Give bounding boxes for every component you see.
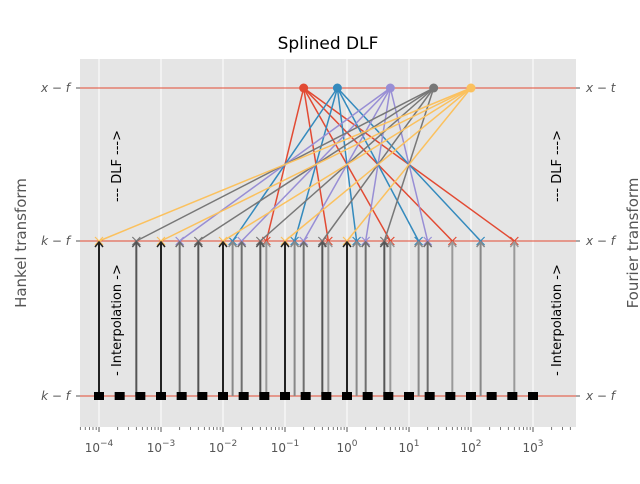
spline-point-marker: [466, 392, 476, 400]
arrow-head: [509, 240, 519, 248]
top-point: [466, 83, 476, 93]
spline-point-marker: [383, 392, 394, 400]
right-ytick-middle: x − f: [585, 234, 617, 248]
dlf-lines: [94, 83, 519, 246]
right-ytick-top: x − t: [585, 81, 617, 95]
y-label-left: Hankel transform: [12, 178, 30, 308]
interpolation-annotation-left: - Interpolation ->: [110, 264, 125, 376]
arrow-head: [218, 240, 228, 248]
spline-points: [94, 392, 538, 400]
spline-point-marker: [404, 392, 414, 400]
arrow-head: [447, 240, 457, 248]
interpolation-arrows: [94, 240, 519, 396]
arrow-head: [290, 240, 300, 248]
dlf-annotation-left: --- DLF --->: [110, 130, 125, 202]
spline-point-marker: [424, 392, 435, 400]
x-tick-label: 10−3: [147, 439, 176, 455]
ytick-marks: [76, 87, 580, 397]
spline-point-marker: [176, 392, 187, 400]
arrow-head: [131, 240, 141, 248]
arrow-head: [476, 240, 486, 248]
spline-point-marker: [218, 392, 228, 400]
spline-point-marker: [486, 392, 497, 400]
arrow-head: [94, 240, 104, 248]
x-tick-label: 10−4: [85, 439, 114, 455]
arrow-head: [379, 240, 389, 248]
x-axis: 10−4 10−3 10−2 10−1 100 101 102 103: [79, 427, 571, 455]
arrow-head: [414, 240, 424, 248]
dlf-line: [284, 87, 472, 242]
arrow-head: [317, 240, 327, 248]
chart-title: Splined DLF: [278, 34, 379, 54]
arrow-head: [193, 240, 203, 248]
top-point: [429, 83, 439, 93]
arrow-head: [237, 240, 247, 248]
arrow-head: [228, 240, 238, 248]
dlf-annotation-right: --- DLF --->: [550, 130, 565, 202]
arrow-head: [255, 240, 265, 248]
interpolation-annotation-right: - Interpolation ->: [550, 264, 565, 376]
top-point: [385, 83, 395, 93]
spline-point-marker: [321, 392, 332, 400]
spline-point-marker: [445, 392, 456, 400]
x-tick-label: 10−1: [271, 439, 300, 455]
spline-point-marker: [197, 392, 208, 400]
spline-point-marker: [238, 392, 249, 400]
x-tick-label: 100: [336, 439, 357, 455]
left-ytick-middle: k − f: [41, 234, 72, 248]
dlf-line: [222, 87, 472, 242]
arrow-head: [175, 240, 185, 248]
spline-point-marker: [362, 392, 373, 400]
arrow-head: [352, 240, 362, 248]
dlf-line: [160, 87, 472, 242]
dlf-line: [346, 87, 472, 242]
spline-point-marker: [259, 392, 270, 400]
x-tick-label: 101: [398, 439, 419, 455]
y-label-right: Fourier transform: [624, 178, 640, 309]
spline-point-marker: [156, 392, 166, 400]
top-point: [299, 83, 309, 93]
spline-point-marker: [342, 392, 352, 400]
spline-point-marker: [300, 392, 311, 400]
right-ytick-bottom: x − f: [585, 389, 617, 403]
spline-point-marker: [114, 392, 125, 400]
arrow-head: [423, 240, 433, 248]
spline-point-marker: [280, 392, 290, 400]
x-tick-label: 10−2: [209, 439, 238, 455]
arrow-head: [280, 240, 290, 248]
spline-point-marker: [135, 392, 146, 400]
x-tick-label: 102: [460, 439, 481, 455]
arrow-head: [299, 240, 309, 248]
arrow-head: [361, 240, 371, 248]
x-tick-label: 103: [522, 439, 543, 455]
left-ytick-top: x − f: [40, 81, 72, 95]
dlf-line: [98, 87, 472, 242]
spline-point-marker: [94, 392, 104, 400]
top-point: [332, 83, 342, 93]
left-ytick-bottom: k − f: [41, 389, 72, 403]
arrow-head: [342, 240, 352, 248]
spline-point-marker: [507, 392, 518, 400]
arrow-head: [156, 240, 166, 248]
spline-point-marker: [528, 392, 538, 400]
